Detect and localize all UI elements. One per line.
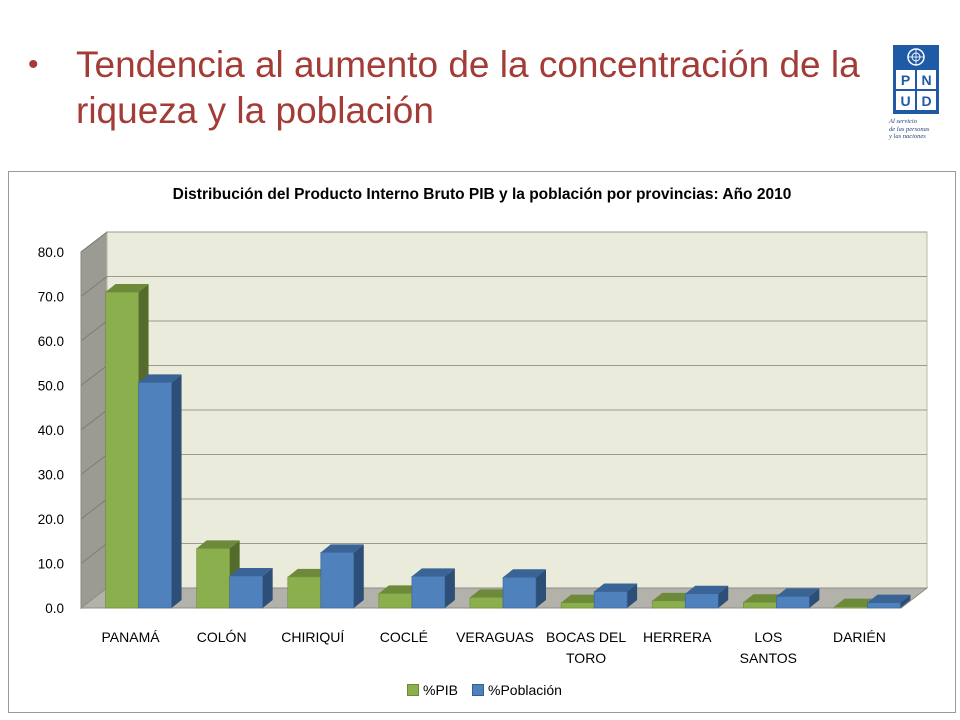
bar-top-pib xyxy=(287,568,331,577)
bar-pib xyxy=(287,576,322,609)
bar-side-poblacion xyxy=(536,569,546,608)
bar-side-poblacion xyxy=(353,544,364,608)
y-tick-label: 60.0 xyxy=(38,334,64,349)
bar-top-poblacion xyxy=(776,588,820,597)
x-tick-label: TORO xyxy=(566,650,606,666)
logo-letter-d: D xyxy=(921,93,931,109)
y-tick-label: 30.0 xyxy=(38,468,64,483)
logo-letter-u: U xyxy=(900,93,910,109)
logo-letter-p: P xyxy=(901,72,910,88)
x-tick-label: LOS xyxy=(754,629,782,645)
gridline-side xyxy=(80,365,108,386)
legend-item-pib: %PIB xyxy=(407,682,458,698)
bar-poblacion xyxy=(502,576,537,609)
gridline-side xyxy=(80,320,108,342)
logo-tagline-line: de las personas xyxy=(889,125,930,133)
chart-legend: %PIB %Población xyxy=(407,682,562,698)
logo-tagline-line: y las naciones xyxy=(889,133,926,140)
bar-top-pib xyxy=(561,594,605,603)
logo-tagline: Al servicio de las personas y las nacion… xyxy=(889,118,939,141)
bar-top-poblacion xyxy=(503,569,546,578)
gridline-side xyxy=(80,276,108,297)
gridline-side xyxy=(80,409,108,431)
x-tick-label: BOCAS DEL xyxy=(546,629,626,645)
bar-side-poblacion xyxy=(262,567,273,608)
chart-frame: Distribución del Producto Interno Bruto … xyxy=(8,171,956,713)
y-tick-label: 10.0 xyxy=(38,557,64,572)
bar-top-pib xyxy=(196,540,240,549)
x-tick-label: VERAGUAS xyxy=(456,629,534,645)
bar-poblacion xyxy=(411,576,446,609)
x-tick-label: COCLÉ xyxy=(380,629,428,645)
bar-pib xyxy=(469,597,504,609)
bar-side-poblacion xyxy=(444,568,455,608)
bar-top-poblacion xyxy=(320,544,364,553)
bar-poblacion xyxy=(138,382,172,609)
y-tick-label: 20.0 xyxy=(38,512,64,527)
bar-top-poblacion xyxy=(229,567,273,576)
bar-top-poblacion xyxy=(867,594,911,603)
bar-side-poblacion xyxy=(171,374,182,608)
undp-emblem: P N U D xyxy=(893,45,939,114)
logo-letter-n: N xyxy=(921,72,931,88)
bar-pib xyxy=(834,606,868,609)
y-tick-label: 70.0 xyxy=(38,290,64,305)
bar-pib xyxy=(743,601,777,609)
bar-poblacion xyxy=(776,596,810,609)
logo-tagline-line: Al servicio xyxy=(889,118,917,125)
x-tick-label: COLÓN xyxy=(197,629,247,645)
bar-pib xyxy=(378,593,413,609)
gridline-side xyxy=(80,543,108,564)
bar-top-poblacion xyxy=(594,583,638,592)
bar-side-poblacion xyxy=(627,583,638,608)
gridline-side xyxy=(80,498,108,520)
bar-top-poblacion xyxy=(138,374,182,383)
gridline-side xyxy=(80,454,108,475)
x-tick-label: HERRERA xyxy=(643,629,712,645)
undp-logo: P N U D Al servicio de las personas y la… xyxy=(889,45,939,141)
bar-top-pib xyxy=(105,284,149,293)
bar-poblacion xyxy=(684,593,719,609)
bar-poblacion xyxy=(229,575,263,609)
bar-pib xyxy=(651,600,686,609)
bar-top-pib xyxy=(743,594,787,603)
bar-top-poblacion xyxy=(411,568,455,577)
x-tick-label: CHIRIQUÍ xyxy=(281,629,344,645)
legend-label-pib: %PIB xyxy=(423,682,459,698)
bar-poblacion xyxy=(593,591,628,609)
x-tick-label: PANAMÁ xyxy=(102,629,161,645)
bar-pib xyxy=(560,602,595,609)
slide-title: • Tendencia al aumento de la concentraci… xyxy=(28,42,868,134)
legend-label-poblacion: %Población xyxy=(488,682,562,698)
bar-pib xyxy=(196,548,230,609)
legend-swatch-pib xyxy=(407,684,419,696)
bar-poblacion xyxy=(867,602,901,609)
y-tick-label: 50.0 xyxy=(38,379,64,394)
bar-top-pib xyxy=(652,592,696,601)
bar-top-pib xyxy=(834,598,878,607)
slide-title-text: Tendencia al aumento de la concentración… xyxy=(76,44,860,131)
y-tick-label: 0.0 xyxy=(45,601,64,616)
bar-pib xyxy=(105,291,139,609)
bar-side-poblacion xyxy=(900,594,911,608)
y-tick-label: 40.0 xyxy=(38,423,64,438)
x-tick-label: SANTOS xyxy=(740,650,797,666)
y-tick-label: 80.0 xyxy=(38,245,64,260)
x-tick-label: DARIÉN xyxy=(833,629,886,645)
bar-top-pib xyxy=(378,585,422,594)
chart-title: Distribución del Producto Interno Bruto … xyxy=(172,186,792,203)
legend-swatch-poblacion xyxy=(472,684,485,696)
bar-top-pib xyxy=(470,589,513,598)
bar-top-poblacion xyxy=(685,585,729,594)
bar-side-poblacion xyxy=(809,588,820,608)
gridline-side xyxy=(80,231,108,253)
bar-poblacion xyxy=(320,552,355,609)
legend-item-poblacion: %Población xyxy=(472,682,562,698)
bar-chart: 0.0 10.0 20.0 30.0 40.0 50.0 60.0 70.0 80.0 PANAM… xyxy=(38,230,929,666)
bullet: • xyxy=(28,48,39,81)
bar-side-poblacion xyxy=(718,585,729,608)
